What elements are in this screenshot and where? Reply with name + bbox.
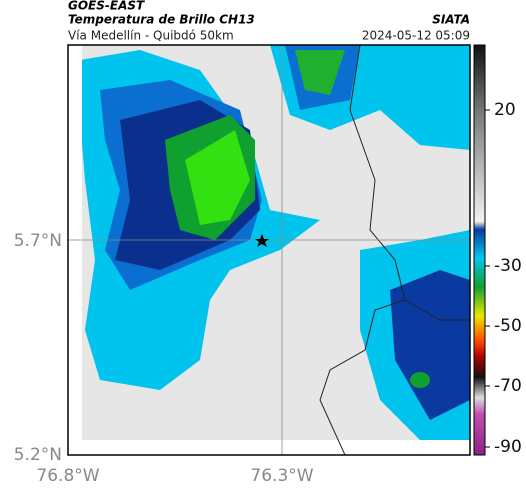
lat-label: 5.7°N: [14, 231, 62, 251]
title: Temperatura de Brillo CH13: [68, 13, 255, 27]
map-frame: [67, 44, 471, 456]
colorbar-tick-label: -70: [494, 376, 522, 396]
organization: SIATA: [432, 13, 470, 27]
subtitle: Vía Medellín - Quibdó 50km: [68, 29, 234, 43]
lon-label: 76.8°W: [36, 466, 99, 486]
colorbar-tick-label: -90: [494, 437, 522, 457]
timestamp: 2024-05-12 05:09: [362, 29, 470, 43]
colorbar-tick-label: -30: [494, 256, 522, 276]
location-star: [255, 234, 269, 247]
lon-label: 76.3°W: [250, 466, 313, 486]
source: GOES-EAST: [68, 0, 145, 13]
satellite-image: [68, 45, 470, 455]
colorbar: [473, 44, 486, 456]
lat-label: 5.2°N: [14, 445, 62, 465]
colorbar-tick-label: 20: [494, 100, 516, 120]
colorbar-tick-label: -50: [494, 316, 522, 336]
